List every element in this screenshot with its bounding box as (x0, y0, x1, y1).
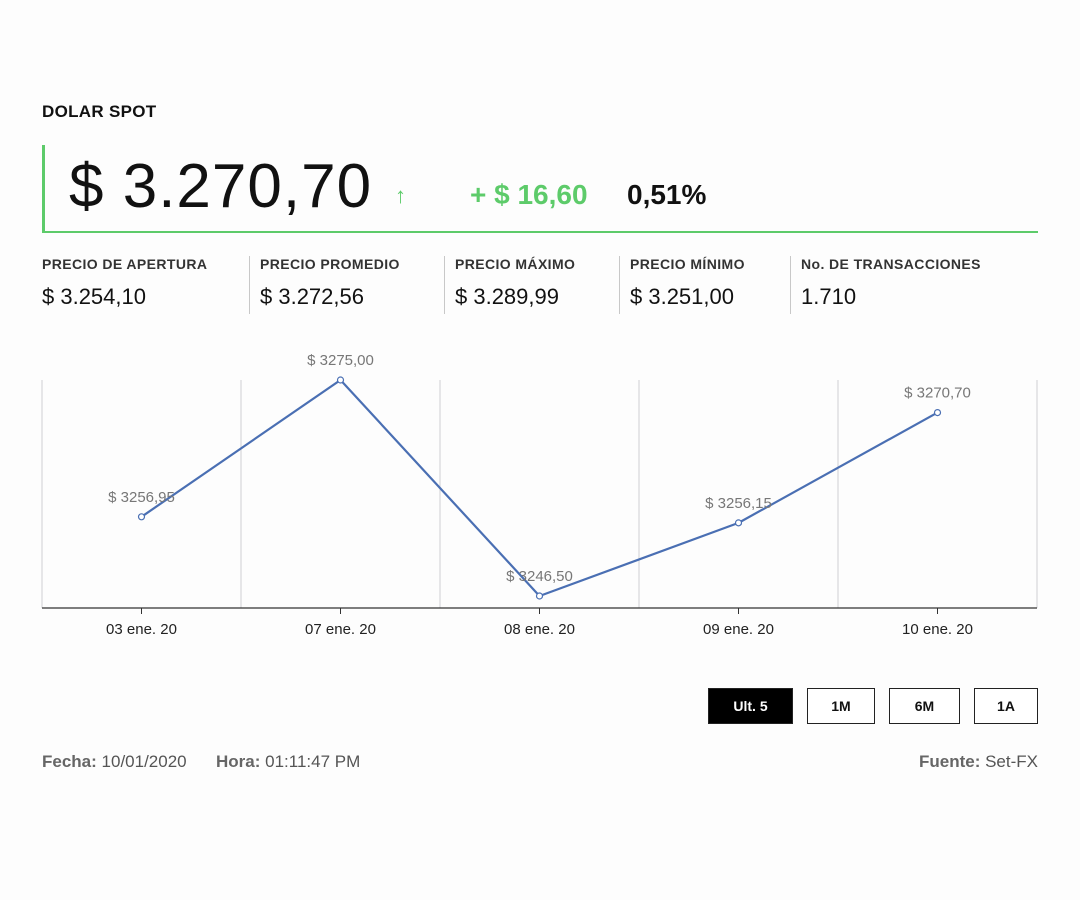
stat-transactions: No. DE TRANSACCIONES 1.710 (790, 256, 981, 314)
arrow-up-icon: ↑ (395, 183, 406, 208)
time-label: Hora: (216, 752, 261, 771)
stat-min-price: PRECIO MÍNIMO $ 3.251,00 (619, 256, 745, 314)
x-tick-label: 03 ene. 20 (106, 621, 177, 638)
data-point (535, 592, 544, 600)
stat-value: 1.710 (801, 284, 857, 309)
data-label: $ 3256,95 (108, 489, 175, 506)
date-label: Fecha: (42, 752, 97, 771)
data-label: $ 3256,15 (705, 495, 772, 512)
stat-label: PRECIO DE APERTURA (42, 256, 208, 272)
stat-average-price: PRECIO PROMEDIO $ 3.272,56 (249, 256, 400, 314)
footer-date: Fecha: 10/01/2020 (42, 752, 187, 772)
series-line (140, 378, 939, 598)
data-point (933, 408, 942, 417)
range-button-1m[interactable]: 1M (807, 688, 875, 724)
data-point (336, 376, 345, 384)
stat-value: $ 3.272,56 (260, 284, 364, 309)
stat-label: No. DE TRANSACCIONES (801, 256, 981, 272)
price-line-chart: 03 ene. 20 07 ene. 20 08 ene. 20 09 ene. 20… (41, 352, 1038, 638)
data-label: $ 3275,00 (307, 352, 374, 369)
price-block: $ 3.270,70 ↑ + $ 16,60 0,51% (42, 145, 1038, 233)
x-tick-label: 10 ene. 20 (902, 621, 973, 638)
range-button-1a[interactable]: 1A (974, 688, 1038, 724)
x-tick-label: 09 ene. 20 (703, 621, 774, 638)
stat-value: $ 3.251,00 (630, 284, 734, 309)
data-point (137, 513, 146, 521)
stat-label: PRECIO PROMEDIO (260, 256, 400, 272)
stat-label: PRECIO MÍNIMO (630, 256, 745, 272)
stat-opening-price: PRECIO DE APERTURA $ 3.254,10 (42, 256, 207, 314)
stat-max-price: PRECIO MÁXIMO $ 3.289,99 (444, 256, 575, 314)
source-label: Fuente: (918, 752, 981, 771)
data-label: $ 3246,50 (506, 568, 573, 585)
widget-title: DOLAR SPOT (42, 102, 157, 121)
range-button-last-5[interactable]: Ult. 5 (708, 688, 793, 724)
stat-label: PRECIO MÁXIMO (455, 256, 576, 272)
footer-source: Fuente: Set-FX (919, 752, 1038, 772)
price-change-percent: 0,51% (627, 179, 707, 210)
stat-value: $ 3.289,99 (455, 284, 559, 309)
footer-time: Hora: 01:11:47 PM (216, 752, 360, 772)
data-point (734, 519, 743, 527)
stats-row: PRECIO DE APERTURA $ 3.254,10 PRECIO PRO… (42, 256, 1038, 314)
data-label: $ 3270,70 (904, 385, 971, 402)
date-value: 10/01/2020 (101, 752, 187, 771)
x-tick-label: 07 ene. 20 (305, 621, 376, 638)
source-value: Set-FX (985, 752, 1038, 771)
range-button-6m[interactable]: 6M (889, 688, 960, 724)
price-change-absolute: + $ 16,60 (470, 179, 588, 210)
x-tick-label: 08 ene. 20 (504, 621, 575, 638)
stat-value: $ 3.254,10 (42, 284, 146, 309)
time-value: 01:11:47 PM (265, 752, 361, 771)
current-price: $ 3.270,70 (69, 152, 373, 221)
